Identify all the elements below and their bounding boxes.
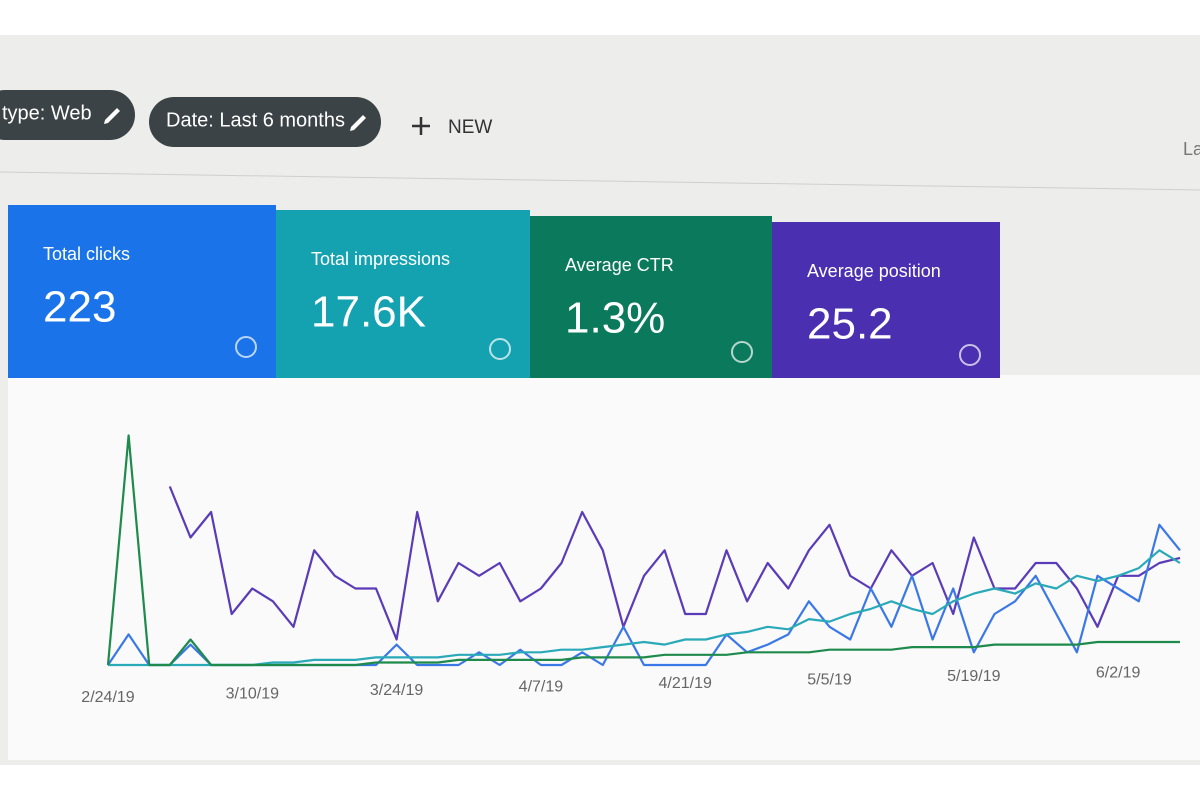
metric-value: 1.3% [565, 294, 665, 343]
x-tick-label: 5/19/19 [947, 668, 1000, 685]
series-line [168, 486, 1181, 641]
help-icon [489, 338, 511, 360]
edit-icon [104, 108, 120, 124]
x-tick-label: 4/21/19 [659, 675, 712, 692]
corner-text: La [1183, 139, 1200, 159]
metric-label: Total clicks [43, 244, 130, 264]
plus-icon [412, 117, 430, 135]
new-label: NEW [448, 117, 492, 138]
metric-value: 223 [43, 283, 116, 332]
edit-icon [350, 115, 366, 131]
filter-chip[interactable] [149, 97, 381, 147]
series-line [108, 549, 1181, 667]
filter-label: type: Web [2, 102, 92, 124]
x-tick-label: 5/5/19 [807, 672, 852, 689]
metric-label: Total impressions [311, 249, 450, 269]
metric-card[interactable] [772, 222, 1000, 378]
series-line [106, 434, 1180, 667]
divider [0, 171, 1200, 191]
x-tick-label: 4/7/19 [519, 679, 564, 696]
metric-label: Average CTR [565, 255, 674, 275]
x-tick-label: 6/2/19 [1096, 665, 1141, 682]
x-tick-label: 3/10/19 [226, 686, 279, 703]
metric-label: Average position [807, 261, 941, 281]
chart-panel [8, 375, 1200, 760]
metric-card[interactable] [8, 205, 276, 378]
metric-value: 17.6K [311, 288, 426, 337]
x-tick-label: 3/24/19 [370, 682, 423, 699]
metric-card[interactable] [276, 210, 530, 378]
filter-chip[interactable] [0, 90, 135, 140]
help-icon [731, 341, 753, 363]
new-button[interactable]: NEW [412, 117, 492, 138]
filter-label: Date: Last 6 months [166, 109, 345, 131]
help-icon [235, 336, 257, 358]
metric-value: 25.2 [807, 300, 893, 349]
help-icon [959, 344, 981, 366]
x-tick-label: 2/24/19 [81, 689, 134, 706]
